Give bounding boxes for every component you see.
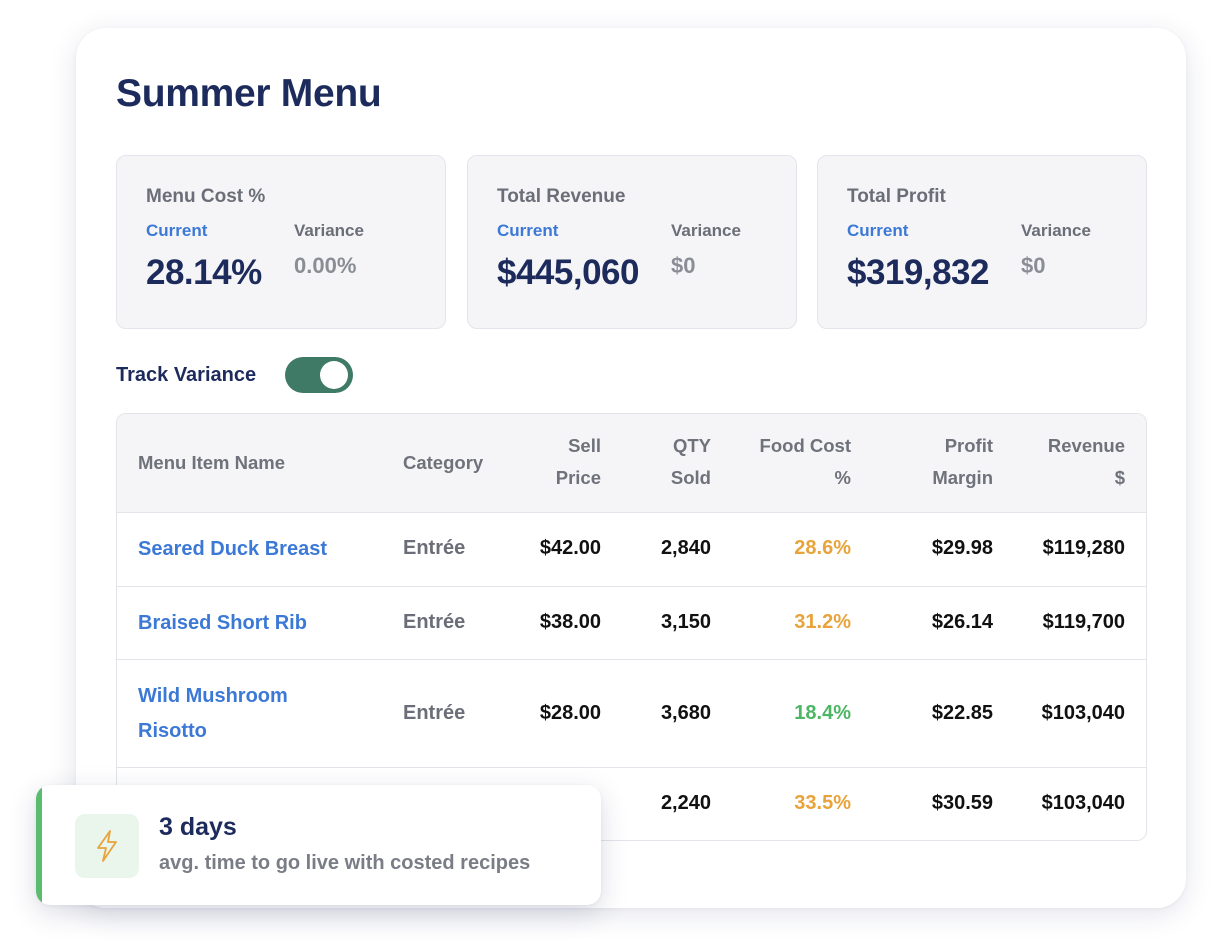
table-row[interactable]: Braised Short Rib Entrée $38.00 3,150 31…	[117, 587, 1146, 660]
qty-sold-cell: 3,150	[660, 611, 711, 633]
profit-margin-cell: $26.14	[931, 611, 993, 633]
revenue-cell: $119,700	[1042, 611, 1125, 633]
column-header-line: Food Cost	[759, 435, 851, 456]
table-row[interactable]: Seared Duck Breast Entrée $42.00 2,840 2…	[117, 513, 1146, 587]
metric-label: Menu Cost %	[146, 186, 266, 207]
profit-margin-cell: $30.59	[931, 792, 993, 814]
metric-variance-value: $0	[1021, 253, 1046, 278]
column-header-line: Profit	[944, 435, 993, 456]
metric-card-menu-cost: Menu Cost % Current 28.14% Variance 0.00…	[116, 155, 446, 329]
go-live-stat-callout: 3 days avg. time to go live with costed …	[36, 785, 601, 905]
revenue-cell: $119,280	[1042, 537, 1125, 559]
menu-item-name-line: Risotto	[138, 720, 207, 742]
column-header-sell-price[interactable]: Sell Price	[556, 430, 601, 494]
qty-sold-cell: 2,840	[660, 537, 711, 559]
column-header-category[interactable]: Category	[403, 452, 484, 473]
callout-headline: 3 days	[159, 813, 237, 841]
toggle-knob	[320, 361, 348, 389]
revenue-cell: $103,040	[1041, 702, 1125, 724]
lightning-icon-glyph	[97, 830, 117, 862]
sell-price-cell: $42.00	[539, 537, 601, 559]
metric-card-total-revenue: Total Revenue Current $445,060 Variance …	[467, 155, 797, 329]
column-header-line: Revenue	[1047, 435, 1125, 456]
metric-current-value: 28.14%	[146, 253, 262, 292]
table-row[interactable]: Wild Mushroom Risotto Entrée $28.00 3,68…	[117, 660, 1146, 768]
metric-current-label: Current	[146, 221, 208, 240]
food-cost-cell: 31.2%	[794, 611, 851, 633]
metric-current-label: Current	[497, 221, 559, 240]
metric-variance-label: Variance	[1021, 221, 1091, 240]
track-variance-toggle[interactable]	[285, 357, 353, 393]
profit-margin-cell: $22.85	[931, 702, 993, 724]
metric-variance-label: Variance	[294, 221, 364, 240]
column-header-food-cost[interactable]: Food Cost %	[760, 430, 851, 494]
page-title: Summer Menu	[116, 72, 382, 115]
qty-sold-cell: 2,240	[660, 792, 711, 814]
metric-card-total-profit: Total Profit Current $319,832 Variance $…	[817, 155, 1147, 329]
column-header-line: Sell	[568, 435, 601, 456]
metric-variance-value: 0.00%	[294, 253, 357, 278]
column-header-line: Sold	[670, 467, 711, 488]
category-cell: Entrée	[403, 702, 466, 724]
food-cost-cell: 18.4%	[794, 702, 851, 724]
column-header-line: Margin	[932, 467, 993, 488]
column-header-revenue[interactable]: Revenue $	[1048, 430, 1125, 494]
column-header-line: %	[834, 467, 851, 488]
profit-margin-cell: $29.98	[931, 537, 993, 559]
category-cell: Entrée	[403, 537, 466, 559]
table-row[interactable]: 2,240 33.5% $30.59 $103,040	[117, 768, 1146, 840]
metric-current-label: Current	[847, 221, 909, 240]
qty-sold-cell: 3,680	[660, 702, 711, 724]
category-cell: Entrée	[403, 611, 466, 633]
callout-accent-bar	[36, 785, 42, 905]
menu-items-table: Menu Item Name Category Sell Price QTY S…	[116, 413, 1147, 841]
metric-label: Total Profit	[847, 186, 946, 207]
column-header-qty-sold[interactable]: QTY Sold	[671, 430, 711, 494]
table-header: Menu Item Name Category Sell Price QTY S…	[117, 414, 1146, 513]
revenue-cell: $103,040	[1041, 792, 1125, 814]
lightning-icon	[75, 814, 139, 878]
food-cost-cell: 28.6%	[794, 537, 851, 559]
metric-current-value: $319,832	[847, 253, 989, 292]
callout-subtext: avg. time to go live with costed recipes	[159, 852, 531, 874]
column-header-line: QTY	[672, 435, 711, 456]
menu-item-name-link[interactable]: Wild Mushroom Risotto	[138, 679, 288, 749]
sell-price-cell: $28.00	[539, 702, 601, 724]
track-variance-label: Track Variance	[116, 364, 257, 386]
food-cost-cell: 33.5%	[794, 792, 851, 814]
column-header-name[interactable]: Menu Item Name	[138, 452, 286, 473]
menu-item-name-link[interactable]: Seared Duck Breast	[138, 538, 327, 560]
column-header-line: Price	[555, 467, 601, 488]
column-header-line: $	[1114, 467, 1125, 488]
column-header-profit-margin[interactable]: Profit Margin	[932, 430, 993, 494]
menu-item-name-link[interactable]: Braised Short Rib	[138, 612, 307, 634]
menu-item-name-line: Wild Mushroom	[138, 685, 288, 707]
metric-current-value: $445,060	[497, 253, 639, 292]
sell-price-cell: $38.00	[539, 611, 601, 633]
metric-variance-value: $0	[671, 253, 696, 278]
metric-label: Total Revenue	[497, 186, 626, 207]
metric-variance-label: Variance	[671, 221, 741, 240]
